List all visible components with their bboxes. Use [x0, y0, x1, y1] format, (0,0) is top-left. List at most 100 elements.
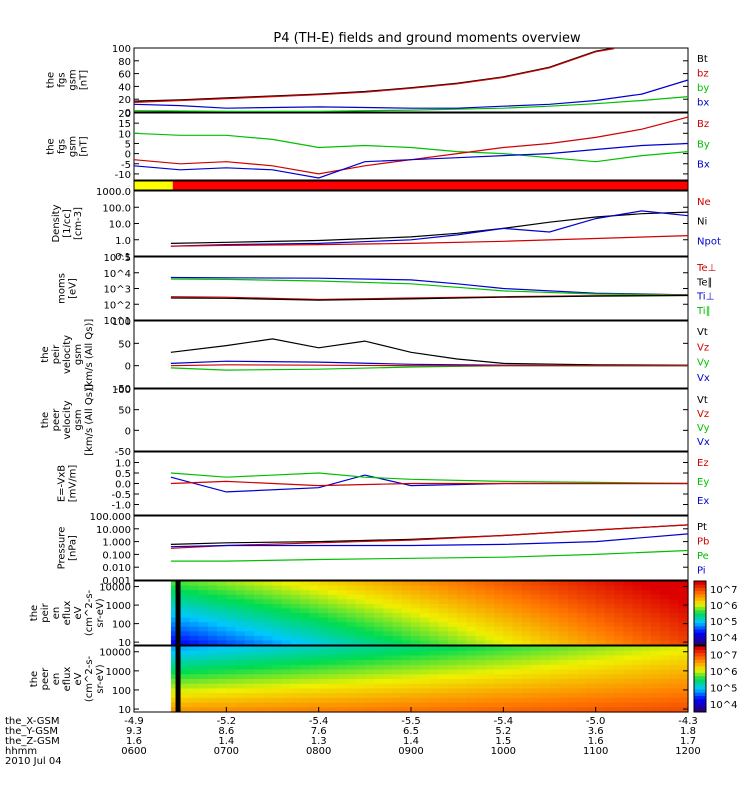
spectrogram-cell	[531, 702, 541, 708]
spectrogram-cell	[374, 613, 384, 619]
spectrogram-cell	[623, 603, 634, 610]
y-tick-label: -0.5	[111, 490, 131, 501]
spectrogram-cell	[318, 640, 329, 646]
spectrogram-cell	[401, 640, 412, 646]
spectrogram-cell	[669, 640, 680, 646]
spectrogram-cell	[300, 590, 311, 596]
spectrogram-cell	[318, 608, 329, 614]
spectrogram-cell	[494, 683, 504, 690]
spectrogram-cell	[466, 585, 477, 591]
y-tick-label: 1.0	[115, 236, 131, 247]
spectrogram-cell	[586, 660, 597, 666]
spectrogram-cell	[300, 603, 311, 610]
spectrogram-cell	[272, 613, 283, 619]
spectrogram-cell	[484, 581, 495, 587]
spectrogram-cell	[198, 669, 209, 675]
spectrogram-cell	[521, 660, 532, 666]
spectrogram-cell	[466, 631, 477, 637]
spectrogram-cell	[226, 613, 237, 619]
spectrogram-cell	[300, 693, 311, 699]
spectrogram-cell	[327, 640, 338, 646]
spectrogram-cell	[586, 707, 597, 713]
spectrogram-cell	[392, 585, 403, 591]
spectrogram-cell	[263, 581, 274, 587]
spectrogram-cell	[189, 631, 200, 637]
panel-pressure: 0.0010.0100.1001.00010.000100.000Pressur…	[57, 512, 710, 587]
spectrogram-cell	[484, 635, 495, 642]
spectrogram-cell	[309, 650, 320, 657]
spectrogram-cell	[318, 626, 329, 632]
series-line-Ti∥	[170, 278, 689, 296]
spectrogram-cell	[411, 635, 421, 642]
spectrogram-cell	[355, 679, 366, 685]
spectrogram-cell	[540, 613, 551, 619]
spectrogram-cell	[189, 697, 200, 704]
spectrogram-cell	[623, 646, 634, 652]
spectrogram-cell	[503, 674, 514, 680]
spectrogram-cell	[466, 702, 477, 708]
spectrogram-cell	[531, 688, 541, 694]
spectrogram-cell	[198, 608, 209, 614]
spectrogram-cell	[346, 693, 357, 699]
legend-entry: Ex	[697, 496, 709, 507]
spectrogram-cell	[198, 603, 209, 610]
spectrogram-cell	[494, 640, 504, 646]
spectrogram-cell	[604, 688, 615, 694]
spectrogram-cell	[207, 650, 218, 657]
spectrogram-cell	[475, 603, 486, 610]
y-axis-label: velocity	[62, 335, 73, 374]
spectrogram-cell	[521, 693, 532, 699]
spectrogram-cell	[300, 664, 311, 671]
spectrogram-cell	[226, 679, 237, 685]
spectrogram-cell	[429, 669, 440, 675]
spectrogram-cell	[669, 674, 680, 680]
spectrogram-cell	[272, 683, 283, 690]
spectrogram-cell	[290, 660, 301, 666]
spectrogram-cell	[254, 617, 264, 623]
spectrogram-cell	[475, 646, 486, 652]
spectrogram-cell	[577, 697, 588, 704]
spectrogram-cell	[623, 679, 634, 685]
spectrogram-cell	[198, 635, 209, 642]
spectrogram-cell	[512, 617, 523, 623]
spectrogram-cell	[189, 613, 200, 619]
colorbar-step	[694, 695, 706, 700]
spectrogram-cell	[364, 693, 375, 699]
spectrogram-cell	[226, 631, 237, 637]
spectrogram-cell	[623, 626, 634, 632]
spectrogram-cell	[327, 669, 338, 675]
spectrogram-cell	[457, 622, 467, 628]
spectrogram-cell	[669, 660, 680, 666]
spectrogram-cell	[300, 683, 311, 690]
spectrogram-cell	[207, 599, 218, 605]
spectrogram-cell	[429, 688, 440, 694]
spectrogram-cell	[281, 674, 292, 680]
spectrogram-cell	[660, 660, 671, 666]
spectrogram-cell	[263, 608, 274, 614]
spectrogram-cell	[558, 697, 569, 704]
spectrogram-cell	[660, 669, 671, 675]
spectrogram-cell	[180, 640, 190, 646]
spectrogram-cell	[272, 660, 283, 666]
spectrogram-cell	[669, 646, 680, 652]
spectrogram-cell	[604, 669, 615, 675]
spectrogram-cell	[558, 702, 569, 708]
spectrogram-cell	[669, 655, 680, 661]
x-row-label: the_Z-GSM	[5, 736, 60, 747]
spectrogram-cell	[669, 697, 680, 704]
spectrogram-cell	[521, 697, 532, 704]
spectrogram-cell	[217, 693, 227, 699]
spectrogram-cell	[226, 697, 237, 704]
spectrogram-cell	[254, 590, 264, 596]
spectrogram-cell	[558, 608, 569, 614]
spectrogram-cell	[217, 613, 227, 619]
spectrogram-cell	[512, 626, 523, 632]
y-axis-label: gsm	[68, 69, 79, 90]
spectrogram-cell	[235, 674, 246, 680]
spectrogram-cell	[540, 674, 551, 680]
spectrogram-cell	[586, 599, 597, 605]
spectrogram-cell	[263, 617, 274, 623]
spectrogram-cell	[429, 697, 440, 704]
